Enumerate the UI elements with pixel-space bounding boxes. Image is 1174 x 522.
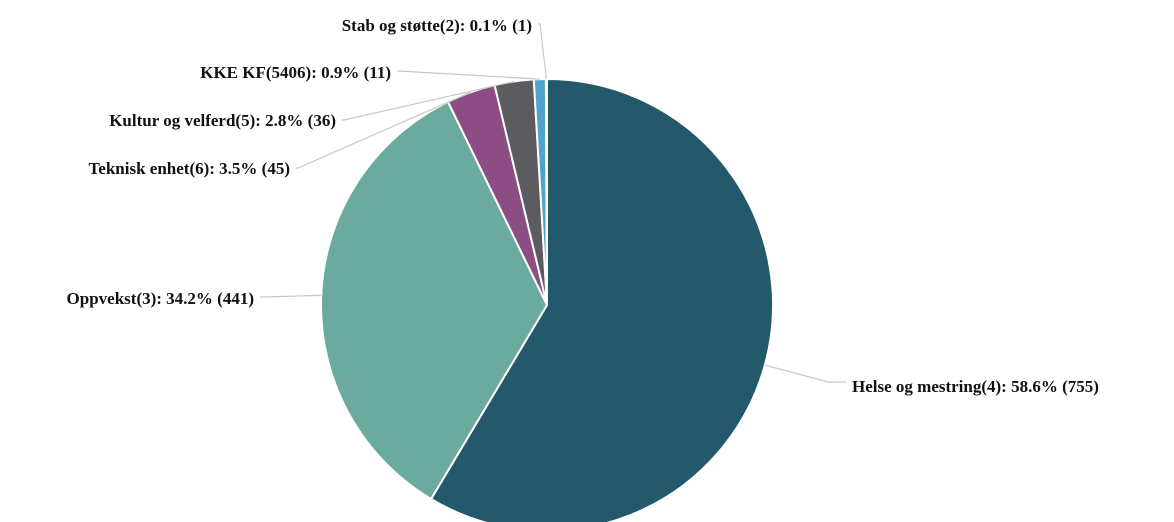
slice-label: Oppvekst(3): 34.2% (441) bbox=[67, 289, 254, 308]
slice-label: Stab og støtte(2): 0.1% (1) bbox=[342, 16, 532, 35]
slice-label: Helse og mestring(4): 58.6% (755) bbox=[852, 377, 1099, 396]
leader-line bbox=[260, 294, 322, 298]
leader-line bbox=[764, 364, 846, 383]
pie-slices bbox=[320, 77, 774, 522]
slice-label: Teknisk enhet(6): 3.5% (45) bbox=[89, 159, 291, 178]
leader-lines bbox=[260, 23, 846, 383]
pie-slice bbox=[429, 77, 774, 522]
slice-label: Kultur og velferd(5): 2.8% (36) bbox=[109, 111, 336, 130]
leader-line bbox=[342, 80, 515, 121]
slice-labels: Helse og mestring(4): 58.6% (755) Oppveks… bbox=[67, 16, 1099, 396]
slice-label: KKE KF(5406): 0.9% (11) bbox=[200, 63, 391, 82]
pie-slice bbox=[320, 100, 549, 501]
leader-line bbox=[296, 91, 472, 169]
leader-line bbox=[397, 70, 540, 80]
leader-line bbox=[538, 23, 547, 80]
pie-slice bbox=[544, 77, 548, 306]
